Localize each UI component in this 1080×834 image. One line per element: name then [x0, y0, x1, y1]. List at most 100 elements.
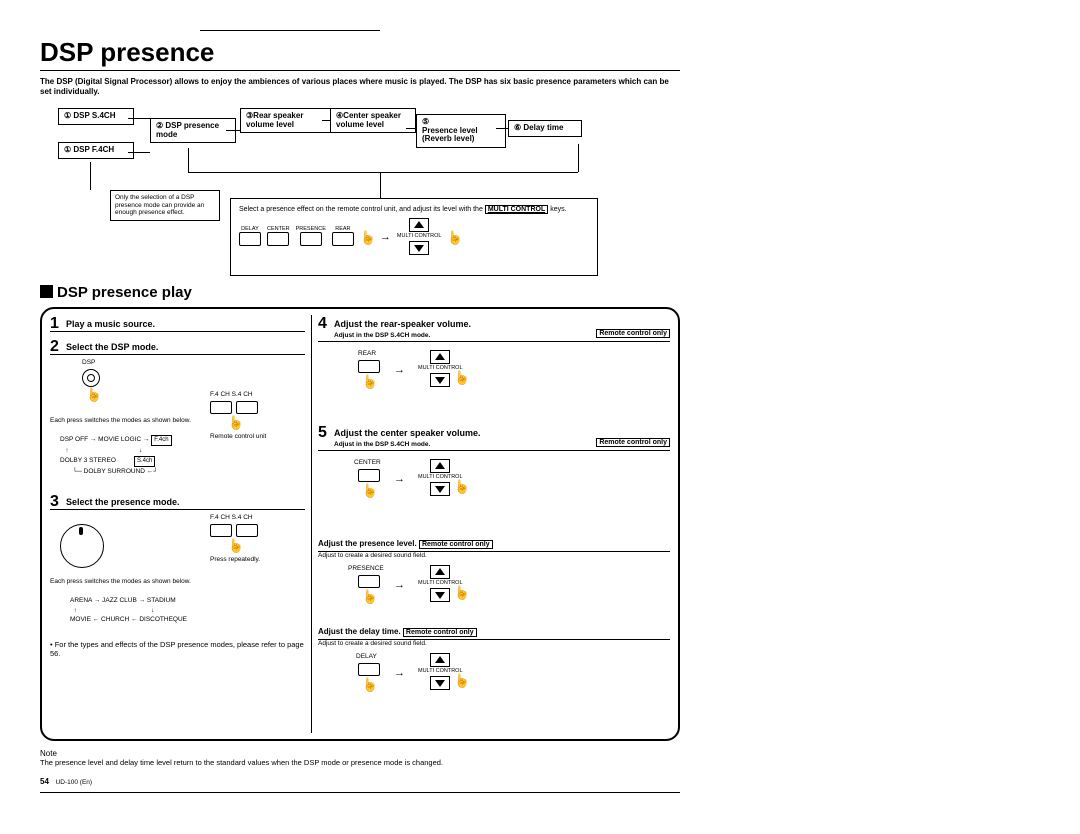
flow-box-1b: ① DSP F.4CH: [58, 142, 134, 159]
knob-icon: [60, 524, 104, 568]
hand-icon: [228, 415, 242, 429]
step-4: 4Adjust the rear-speaker volume. Adjust …: [318, 319, 670, 342]
triangle-up-icon: [430, 459, 450, 473]
hand-icon: [454, 585, 468, 599]
rear-button-icon: [358, 360, 380, 373]
connector: [90, 162, 91, 190]
btn-labels: F.4 CH S.4 CH: [210, 391, 253, 398]
rear-label: REAR: [358, 350, 376, 357]
flow-box-5-l1: Presence level: [422, 126, 478, 135]
remote-only-badge: Remote control only: [596, 438, 670, 447]
remote-only-badge: Remote control only: [596, 329, 670, 338]
key-label: REAR: [332, 226, 354, 232]
triangle-down-icon: [430, 482, 450, 496]
hand-icon: [447, 230, 461, 244]
center-key-icon: [267, 232, 289, 246]
key-label: CENTER: [267, 226, 290, 232]
triangle-down-icon: [430, 373, 450, 387]
page-number: 54: [40, 777, 49, 786]
page-footer: 54 UD-100 (En): [40, 777, 680, 786]
steps-right-column: 4Adjust the rear-speaker volume. Adjust …: [312, 315, 670, 733]
connector: [578, 144, 579, 172]
top-rule: [200, 30, 380, 31]
step7-sub: Adjust to create a desired sound field.: [318, 640, 670, 647]
key-label: DELAY: [239, 226, 261, 232]
step4-diagram: REAR → MULTI CONTROL: [318, 346, 670, 424]
connector: [128, 152, 150, 153]
hand-icon: [86, 387, 100, 401]
multi-label: MULTI CONTROL: [397, 234, 442, 240]
step6-sub: Adjust to create a desired sound field.: [318, 552, 670, 559]
flow-box-1a: ① DSP S.4CH: [58, 108, 134, 125]
hand-icon: [362, 677, 376, 691]
step3-caption: Each press switches the modes as shown b…: [50, 578, 280, 585]
presence-key-icon: [300, 232, 322, 246]
hand-icon: [362, 374, 376, 388]
flow-box-4: ④Center speaker volume level: [330, 108, 416, 134]
triangle-up-icon: [430, 350, 450, 364]
flow-remote-box: Select a presence effect on the remote c…: [230, 198, 598, 276]
step-3: 3Select the presence mode.: [50, 497, 305, 510]
arrow-icon: →: [394, 579, 405, 591]
center-button-icon: [358, 469, 380, 482]
flow-note2-text: Select a presence effect on the remote c…: [239, 205, 589, 214]
intro-text: The DSP (Digital Signal Processor) allow…: [40, 77, 680, 98]
flow-box-5: ⑤ Presence level (Reverb level): [416, 114, 506, 148]
hand-icon: [454, 673, 468, 687]
bottom-rule: [40, 792, 680, 793]
hand-icon: [454, 370, 468, 384]
triangle-up-icon: [430, 653, 450, 667]
subhead: DSP presence play: [40, 284, 680, 301]
hand-icon: [454, 479, 468, 493]
manual-page: DSP presence The DSP (Digital Signal Pro…: [40, 30, 680, 793]
s4ch-button-icon: [236, 524, 258, 537]
multi-control-keylabel: MULTI CONTROL: [485, 205, 548, 214]
remote-only-badge: Remote control only: [419, 540, 493, 549]
dsp-label: DSP: [82, 359, 95, 366]
connector: [188, 172, 578, 173]
square-bullet-icon: [40, 285, 53, 298]
delay-key-icon: [239, 232, 261, 246]
delay-label: DELAY: [356, 653, 377, 660]
page-model: UD-100 (En): [56, 779, 92, 786]
arrow-icon: →: [394, 667, 405, 679]
f4ch-button-icon: [210, 401, 232, 414]
flow-box-3: ③Rear speaker volume level: [240, 108, 332, 134]
step6-diagram: PRESENCE → MULTI CONTROL: [318, 561, 670, 621]
step3-footnote: For the types and effects of the DSP pre…: [50, 640, 305, 658]
triangle-up-icon: [430, 565, 450, 579]
flow-box-6: ⑥ Delay time: [508, 120, 582, 137]
flow-note-1: Only the selection of a DSP presence mod…: [110, 190, 220, 221]
step-6: Adjust the presence level. Remote contro…: [318, 539, 670, 552]
step5-diagram: CENTER → MULTI CONTROL: [318, 455, 670, 533]
connector: [226, 130, 240, 131]
note-body: The presence level and delay time level …: [40, 758, 680, 767]
step-7: Adjust the delay time. Remote control on…: [318, 627, 670, 640]
key-label: PRESENCE: [296, 226, 326, 232]
connector: [322, 120, 330, 121]
step7-diagram: DELAY → MULTI CONTROL: [318, 649, 670, 709]
delay-button-icon: [358, 663, 380, 676]
connector: [406, 128, 416, 129]
rear-key-icon: [332, 232, 354, 246]
f4ch-button-icon: [210, 524, 232, 537]
step-2: 2Select the DSP mode.: [50, 342, 305, 355]
step-1: 1Play a music source.: [50, 319, 305, 332]
hand-icon: [362, 589, 376, 603]
triangle-up-icon: [409, 218, 429, 232]
arrow-icon: →: [394, 473, 405, 485]
hand-icon: [360, 230, 374, 244]
arrow-icon: →: [394, 364, 405, 376]
remote-unit-label: Remote control unit: [210, 433, 266, 440]
presence-flow: ARENA → JAZZ CLUB → STADIUM ↑ ↓ MOVIE ← …: [70, 596, 187, 625]
triangle-down-icon: [430, 588, 450, 602]
step3-diagram: F.4 CH S.4 CH Press repeatedly. Each pre…: [50, 514, 305, 634]
connector: [380, 172, 381, 198]
mode-flow: DSP OFF → MOVIE LOGIC → F.4ch ↑ ↓ DOLBY …: [60, 435, 172, 477]
s4ch-button-icon: [236, 401, 258, 414]
note-title: Note: [40, 749, 680, 758]
step2-diagram: DSP F.4 CH S.4 CH Remote control unit Ea…: [50, 359, 305, 469]
hand-icon: [228, 538, 242, 552]
step2-caption: Each press switches the modes as shown b…: [50, 417, 200, 424]
steps-left-column: 1Play a music source. 2Select the DSP mo…: [50, 315, 312, 733]
